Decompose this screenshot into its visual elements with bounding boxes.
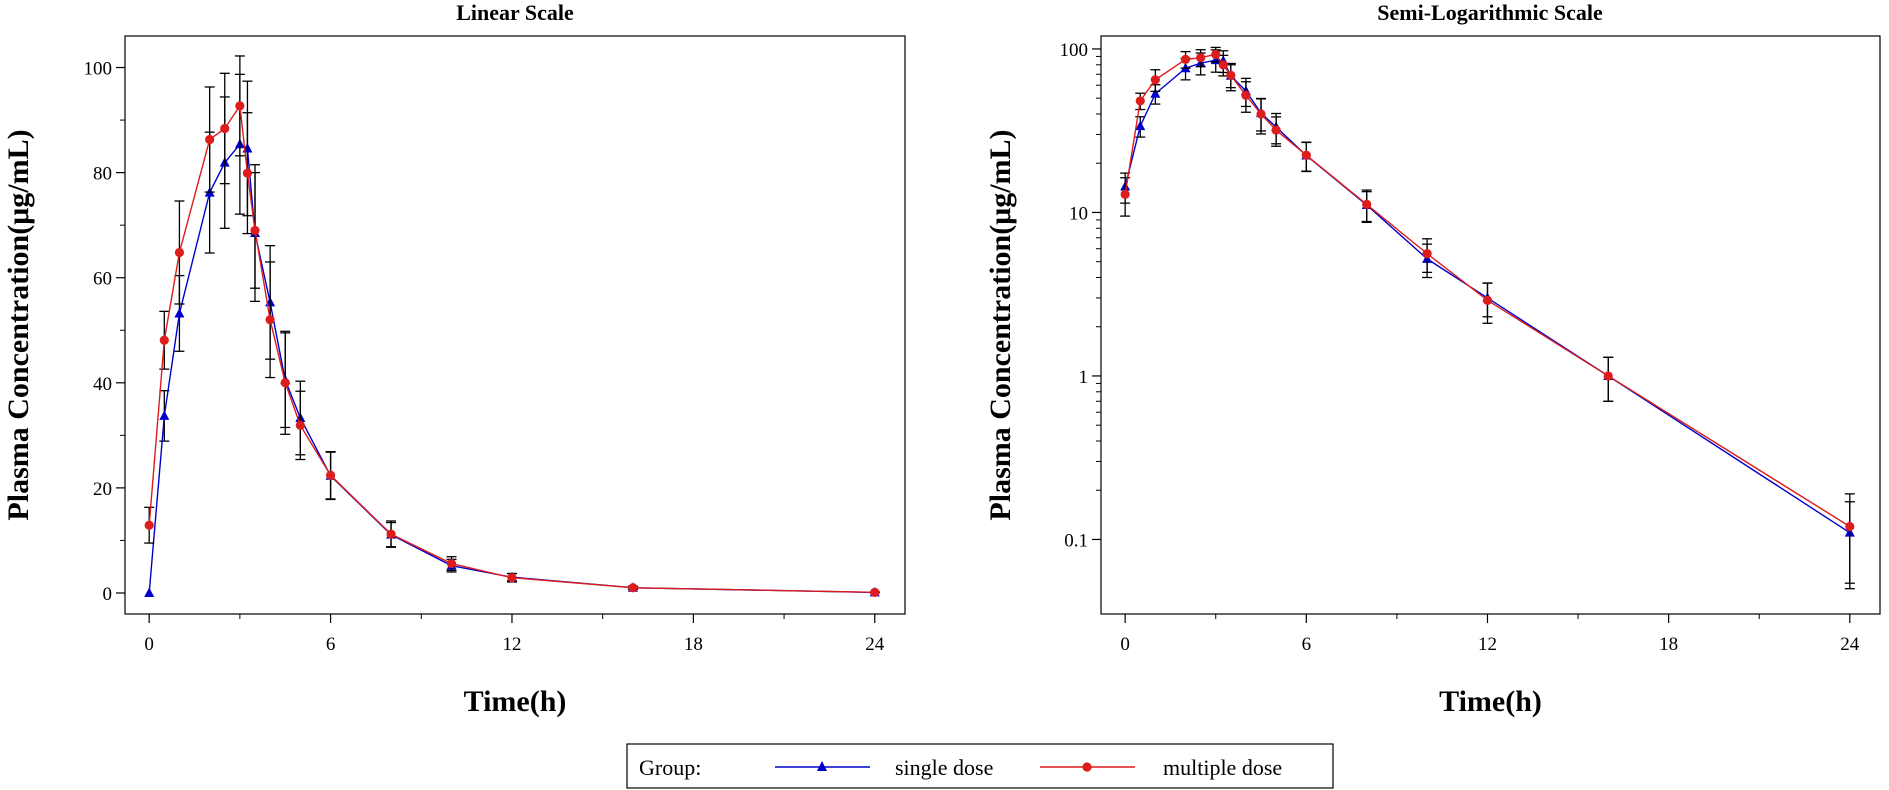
linear-multiple-point [507,573,517,583]
linear-y-tick-label: 40 [93,374,112,395]
semilog-multiple-point [1196,53,1206,63]
linear-multiple-point [159,335,169,345]
linear-y-tick-label: 20 [93,479,112,500]
semilog-multiple-point [1135,96,1145,106]
semilog-multiple-point [1241,90,1251,100]
semilog-multiple-point [1120,189,1130,199]
semilog-scale-panel: Semi-Logarithmic Scale 0 6 12 18 24 0.1 1 10 100 T… [984,0,1881,718]
linear-multiple-point [628,583,638,593]
semilog-y-tick-label: 100 [1060,40,1089,61]
linear-y-tick-label: 80 [93,164,112,185]
semilog-multiple-point [1422,249,1432,259]
semilog-multiple-point [1256,109,1266,119]
semilog-multiple-point [1180,54,1191,65]
semilog-x-tick-label: 6 [1302,634,1312,655]
linear-multiple-point [295,420,305,430]
linear-multiple-point [205,134,215,145]
linear-plot-frame [124,35,906,615]
linear-y-tick-label: 60 [93,269,112,290]
semilog-multiple-point [1218,60,1228,70]
linear-multiple-point [446,558,457,569]
legend-single-label: single dose [895,755,993,780]
linear-multiple-point [220,123,230,134]
linear-multiple-point [250,225,260,236]
linear-multiple-point [325,470,336,480]
linear-multiple-point [265,315,275,325]
semilog-y-axis-label: Plasma Concentration(μg/mL) [984,129,1017,520]
legend-multiple-label: multiple dose [1163,755,1282,780]
semilog-multiple-point [1150,75,1160,85]
legend-title: Group: [639,755,701,780]
linear-single-point [159,410,170,420]
semilog-multiple-point [1211,49,1221,59]
semilog-multiple-point [1845,521,1855,532]
linear-x-tick-label: 6 [326,634,336,655]
linear-y-axis-label: Plasma Concentration(μg/mL) [2,129,35,520]
linear-x-axis-label: Time(h) [464,685,567,718]
linear-multiple-point [242,168,253,178]
linear-multiple-point [870,587,880,597]
semilog-y-tick-label: 1 [1079,367,1089,388]
semilog-y-tick-label: 10 [1069,203,1088,224]
semilog-multiple-point [1226,70,1236,80]
legend-single-marker [817,761,827,771]
semilog-x-tick-label: 24 [1840,634,1860,655]
semilog-x-axis-label: Time(h) [1439,685,1542,718]
semilog-plot-frame [1100,35,1881,615]
linear-single-point [174,307,185,318]
legend-multiple-marker [1082,762,1092,772]
semilog-multiple-point [1482,295,1493,305]
semilog-panel-title: Semi-Logarithmic Scale [1377,0,1603,25]
legend: Group: single dose multiple dose [626,743,1334,789]
linear-multiple-point [386,529,396,539]
semilog-x-tick-label: 12 [1478,634,1497,655]
linear-y-tick-label: 100 [84,59,113,80]
linear-y-tick-label: 0 [103,584,113,605]
linear-multiple-point [235,101,245,111]
semilog-x-tick-label: 0 [1120,634,1130,655]
linear-multiple-series-line [148,103,875,594]
linear-x-tick-label: 12 [502,634,521,655]
semilog-single-point [1150,88,1161,98]
linear-x-tick-label: 24 [865,634,885,655]
linear-single-series-line [148,143,875,594]
semilog-multiple-point [1271,125,1281,135]
linear-scale-panel: Linear Scale 0 6 12 18 24 0 20 40 60 80 100 Time(h) P… [2,0,906,718]
semilog-x-tick-label: 18 [1659,634,1678,655]
semilog-single-point [1135,120,1146,131]
semilog-multiple-point [1603,371,1613,381]
linear-single-point [144,587,155,597]
semilog-multiple-point [1362,199,1372,210]
linear-panel-title: Linear Scale [456,0,574,25]
semilog-multiple-point [1301,150,1311,160]
linear-multiple-point [174,247,185,258]
semilog-y-tick-label: 0.1 [1064,530,1088,551]
linear-multiple-point [280,378,290,388]
linear-x-tick-label: 18 [684,634,703,655]
linear-multiple-point [144,520,154,530]
legend-box [626,743,1334,789]
linear-x-tick-label: 0 [144,634,154,655]
